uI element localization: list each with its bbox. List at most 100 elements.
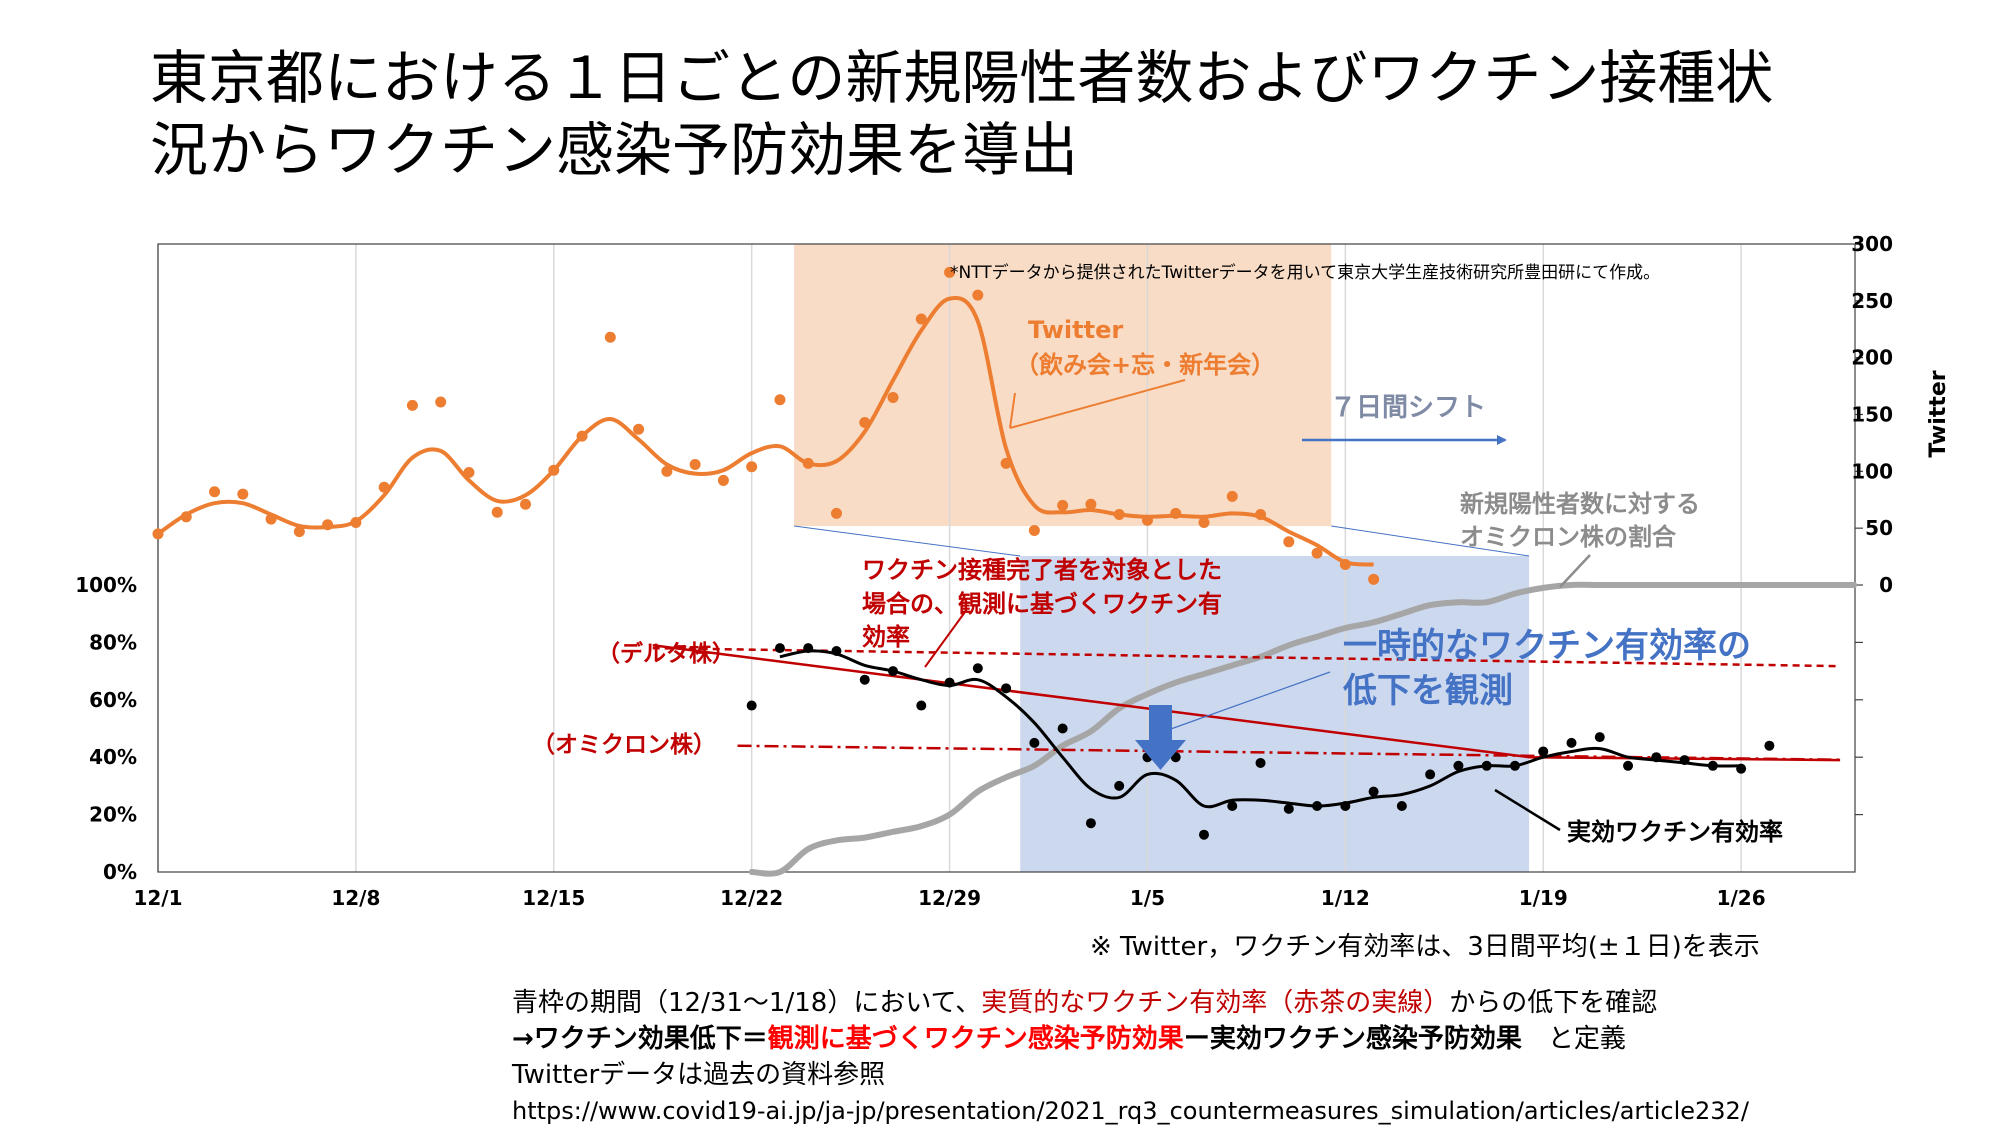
- note-line-1: 青枠の期間（12/31～1/18）において、実質的なワクチン有効率（赤茶の実線）…: [512, 985, 1749, 1021]
- note-1b: 実質的なワクチン有効率（赤茶の実線）: [981, 988, 1450, 1018]
- twitter-point: [209, 486, 221, 498]
- twitter-point: [265, 513, 277, 525]
- y-right-tick-label: 100: [1851, 459, 1893, 483]
- twitter-point: [576, 430, 588, 442]
- y-right-tick-label: 250: [1851, 289, 1893, 313]
- effective-point: [859, 674, 870, 685]
- y-right-tick-label: 200: [1851, 346, 1893, 370]
- effective-point: [1312, 800, 1323, 811]
- twitter-point: [1057, 499, 1069, 511]
- twitter-point: [378, 481, 390, 493]
- title-line-1: 東京都における１日ごとの新規陽性者数およびワクチン接種状: [150, 44, 1774, 112]
- twitter-point: [1085, 498, 1097, 510]
- y-right-tick-label: 150: [1851, 403, 1893, 427]
- y-left-tick-label: 20%: [89, 803, 137, 827]
- twitter-point: [293, 526, 305, 538]
- y-right-tick-label: 300: [1851, 232, 1893, 256]
- effective-point: [1368, 786, 1379, 797]
- effective-point: [1396, 800, 1407, 811]
- title-line-2: 況からワクチン感染予防効果を導出: [150, 116, 1079, 184]
- omicron-ratio-label-2: オミクロン株の割合: [1460, 523, 1677, 551]
- twitter-point: [435, 396, 447, 408]
- twitter-point: [1226, 490, 1238, 502]
- omicron-label: （オミクロン株）: [532, 731, 716, 758]
- drop-label-2: 低下を観測: [1343, 671, 1513, 711]
- effective-point: [1538, 746, 1549, 757]
- twitter-point: [604, 331, 616, 343]
- effective-point: [831, 646, 842, 657]
- effective-point: [1283, 803, 1294, 814]
- x-tick-label: 12/15: [522, 886, 585, 910]
- x-tick-label: 1/26: [1717, 886, 1766, 910]
- effective-point: [803, 643, 814, 654]
- effective-point: [1566, 737, 1577, 748]
- y-left-tick-label: 40%: [89, 745, 137, 769]
- twitter-point: [548, 464, 560, 476]
- y-right-tick-label: 50: [1865, 516, 1893, 540]
- twitter-point: [491, 506, 503, 518]
- x-tick-label: 1/12: [1321, 886, 1370, 910]
- drop-label-1: 一時的なワクチン有効率の: [1343, 626, 1751, 666]
- x-tick-label: 1/19: [1519, 886, 1568, 910]
- effective-point: [1594, 732, 1605, 743]
- twitter-point: [661, 465, 673, 477]
- twitter-point: [1368, 573, 1380, 585]
- effective-leader: [1494, 788, 1561, 832]
- y-left-tick-label: 60%: [89, 688, 137, 712]
- twitter-point: [915, 313, 927, 325]
- effective-point: [944, 677, 955, 688]
- twitter-point: [463, 466, 475, 478]
- twitter-point: [1028, 524, 1040, 536]
- twitter-point: [1113, 509, 1125, 521]
- twitter-point: [1255, 509, 1267, 521]
- note-line-2: →ワクチン効果低下＝観測に基づくワクチン感染予防効果ー実効ワクチン感染予防効果 …: [512, 1021, 1749, 1057]
- twitter-point: [689, 459, 701, 471]
- observed-label-3: 効率: [862, 623, 910, 651]
- omicron-share-line: [748, 581, 1858, 877]
- effective-point: [1764, 740, 1775, 751]
- effective-point: [1707, 760, 1718, 771]
- twitter-point: [802, 457, 814, 469]
- effective-point: [1481, 760, 1492, 771]
- observed-label-2: 場合の、観測に基づくワクチン有: [862, 590, 1222, 618]
- effective-point: [1453, 760, 1464, 771]
- notes-block: 青枠の期間（12/31～1/18）において、実質的なワクチン有効率（赤茶の実線）…: [512, 985, 1749, 1129]
- orange-highlight-band: [794, 244, 1332, 526]
- delta-label: （デルタ株）: [597, 640, 735, 667]
- shift-guide-left: [794, 525, 1021, 557]
- effective-point: [1029, 737, 1040, 748]
- source-note: *NTTデータから提供されたTwitterデータを用いて東京大学生産技術研究所豊…: [950, 262, 1660, 283]
- twitter-point: [1283, 536, 1295, 548]
- twitter-label-leader: [1009, 392, 1016, 429]
- plot-frame: [157, 243, 1856, 873]
- reference-url[interactable]: https://www.covid19-ai.jp/ja-jp/presenta…: [512, 1097, 1749, 1125]
- delta-reference-line: [652, 646, 1841, 668]
- twitter-label-line-2: （飲み会+忘・新年会）: [1015, 351, 1275, 379]
- effective-point: [774, 643, 785, 654]
- drop-arrow: [1135, 705, 1186, 770]
- twitter-point: [322, 519, 334, 531]
- shift-label: ７日間シフト: [1330, 393, 1486, 423]
- twitter-point: [350, 516, 362, 528]
- note-1c: からの低下を確認: [1449, 988, 1658, 1018]
- twitter-point: [1141, 514, 1153, 526]
- effective-point: [1679, 755, 1690, 766]
- x-tick-label: 12/1: [133, 886, 182, 910]
- effective-smooth-line: [779, 649, 1742, 809]
- twitter-point: [1339, 559, 1351, 571]
- x-tick-label: 1/5: [1130, 886, 1165, 910]
- effective-point: [1114, 780, 1125, 791]
- note-2a: →ワクチン効果低下＝: [512, 1024, 768, 1054]
- effective-point: [972, 663, 983, 674]
- effective-point: [1227, 800, 1238, 811]
- omicron-ratio-leader: [1559, 554, 1591, 588]
- note-1a: 青枠の期間（12/31～1/18）において、: [512, 988, 982, 1018]
- twitter-leader-line: [1009, 379, 1186, 429]
- effective-point: [1255, 757, 1266, 768]
- effective-point: [888, 666, 899, 677]
- effective-point: [1509, 760, 1520, 771]
- twitter-point: [1198, 516, 1210, 528]
- page-title: 東京都における１日ごとの新規陽性者数およびワクチン接種状 況からワクチン感染予防…: [150, 42, 1910, 186]
- effective-point: [1085, 818, 1096, 829]
- twitter-point: [1170, 507, 1182, 519]
